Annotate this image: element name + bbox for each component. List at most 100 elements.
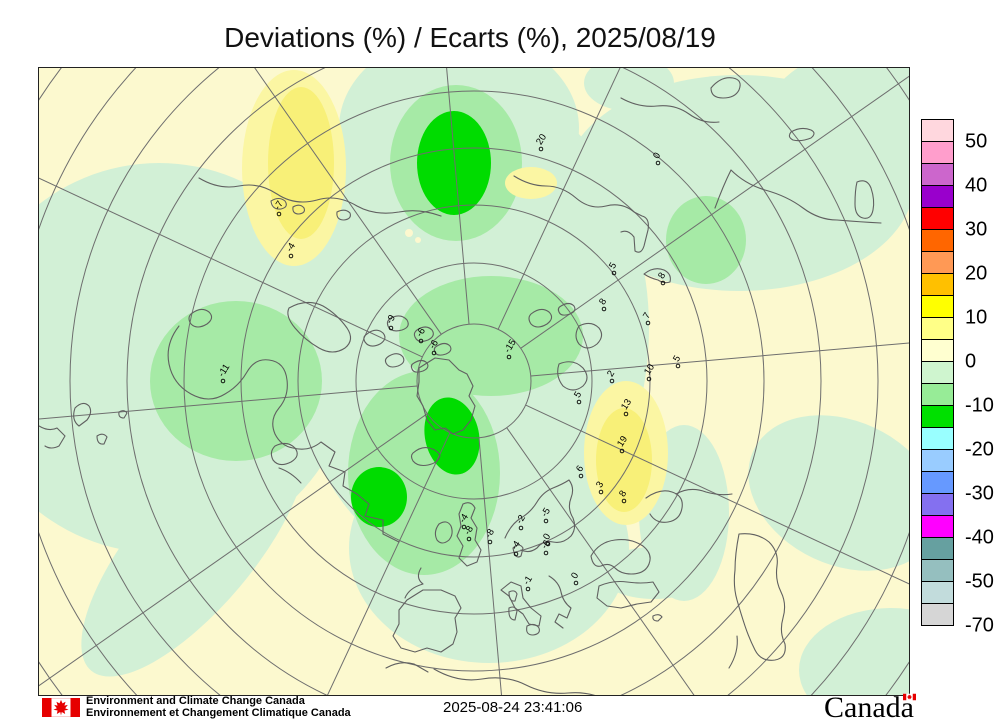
graticule	[39, 68, 909, 695]
svg-text:5: 5	[671, 354, 683, 364]
station-label: 0	[651, 151, 663, 166]
coast-island-small-3	[336, 209, 351, 221]
coast-arch-5	[410, 359, 429, 373]
coast-siberia-north	[620, 97, 720, 123]
coast-north-africa	[385, 662, 596, 695]
org-name-en: Environment and Climate Change Canada	[86, 695, 305, 707]
coast-chukotka	[513, 175, 649, 253]
meridian-lines	[39, 68, 909, 695]
coast-nova-scotia	[278, 467, 302, 484]
station-label: 13	[619, 397, 634, 417]
svg-text:0: 0	[569, 571, 581, 581]
colorbar-tick-label: 0	[965, 350, 977, 373]
svg-text:0: 0	[651, 151, 663, 161]
svg-text:0: 0	[541, 532, 553, 542]
colorbar-tick-label: -20	[965, 438, 994, 461]
colorbar-box	[921, 119, 954, 142]
colorbar-box	[921, 141, 954, 164]
svg-text:5: 5	[607, 261, 619, 271]
colorbar-box	[921, 559, 954, 582]
coastlines	[39, 77, 882, 695]
coast-left-peninsula	[39, 425, 66, 449]
colorbar-tick-label: -10	[965, 394, 994, 417]
footer: Environment and Climate Change Canada En…	[0, 691, 1000, 726]
colorbar-tick-label: 20	[965, 262, 988, 285]
coast-sakhalin-island	[854, 180, 875, 219]
colorbar-box	[921, 493, 954, 516]
yellow-patches	[242, 70, 668, 525]
coast-left-islands	[73, 402, 128, 445]
svg-text:3: 3	[594, 480, 606, 490]
coast-novaya-zemlya	[643, 268, 671, 284]
colorbar-box	[921, 471, 954, 494]
org-name-fr: Environnement et Changement Climatique C…	[86, 706, 351, 719]
colorbar: 50 40 30 20 10 0 -10 -20 -30 -40 -50 -70	[921, 119, 994, 637]
station-label: 3	[594, 480, 606, 495]
coast-baffin-island	[287, 301, 352, 353]
coast-corsica	[508, 590, 518, 602]
coast-franz-josef	[557, 302, 576, 316]
station-label: 6	[574, 464, 586, 479]
coast-scandinavia	[504, 479, 576, 553]
coast-arch-2	[386, 315, 409, 332]
map-canvas: 20 0 -7 -4 5 8 8 7 -9 -6 -6 -15 5 -11 10 2 5 13 19 6 3 8 -4 -2-…	[38, 67, 910, 696]
coast-sardinia	[508, 606, 518, 621]
coast-arch-4	[384, 353, 405, 368]
coast-okhotsk	[714, 169, 882, 224]
colorbar-box	[921, 163, 954, 186]
coast-wrangel-island	[710, 77, 741, 99]
timestamp: 2025-08-24 23:41:06	[443, 699, 583, 716]
station-label: 5	[671, 354, 683, 369]
canada-flag-icon	[42, 698, 80, 717]
colorbar-box	[921, 427, 954, 450]
colorbar-tick-label: -70	[965, 614, 994, 637]
coast-arch-3	[413, 326, 434, 343]
svg-text:2: 2	[605, 369, 617, 379]
svg-text:10: 10	[642, 362, 657, 377]
station-label: 5	[572, 390, 584, 405]
colorbar-box	[921, 251, 954, 274]
coast-levant	[728, 635, 738, 669]
coast-island-small-2	[292, 204, 305, 215]
station-label: 19	[615, 434, 630, 454]
coast-svalbard	[528, 308, 553, 328]
coast-arctic-america	[198, 177, 442, 217]
coast-white-sea	[645, 488, 733, 523]
colorbar-tick-label: 40	[965, 174, 988, 197]
coast-cyprus	[652, 614, 663, 622]
station-label: 20	[534, 132, 549, 152]
wordmark-flag-icon	[902, 693, 916, 701]
svg-text:8: 8	[617, 489, 629, 499]
colorbar-tick-label: 50	[965, 130, 988, 153]
colorbar-box	[921, 185, 954, 208]
station-label: 0	[569, 571, 581, 586]
colorbar-tick-label: -50	[965, 570, 994, 593]
station-label: 10	[642, 362, 657, 382]
canada-wordmark: Canada	[824, 691, 916, 724]
colorbar-box	[921, 581, 954, 604]
coast-taymyr	[557, 361, 588, 391]
colorbar-box	[921, 273, 954, 296]
station-label: 7	[641, 311, 653, 326]
station-label: 2	[605, 369, 617, 384]
colorbar-box	[921, 383, 954, 406]
svg-text:19: 19	[615, 434, 630, 449]
station-label: 8	[617, 489, 629, 504]
colorbar-tick-label: 10	[965, 306, 988, 329]
colorbar-box	[921, 207, 954, 230]
station-label: 8	[656, 271, 668, 286]
colorbar-box	[921, 229, 954, 252]
coast-italy	[500, 581, 542, 627]
svg-text:5: 5	[572, 390, 584, 400]
colorbar-box	[921, 295, 954, 318]
coast-ireland	[434, 521, 453, 544]
colorbar-box	[921, 515, 954, 538]
coast-iceland	[410, 447, 441, 467]
bright-green-blobs	[351, 111, 491, 527]
coast-newfoundland	[270, 442, 298, 466]
colorbar-tick-label: -40	[965, 526, 994, 549]
station-label: 5	[607, 261, 619, 276]
svg-text:13: 13	[619, 397, 634, 412]
coast-britain	[456, 502, 482, 567]
